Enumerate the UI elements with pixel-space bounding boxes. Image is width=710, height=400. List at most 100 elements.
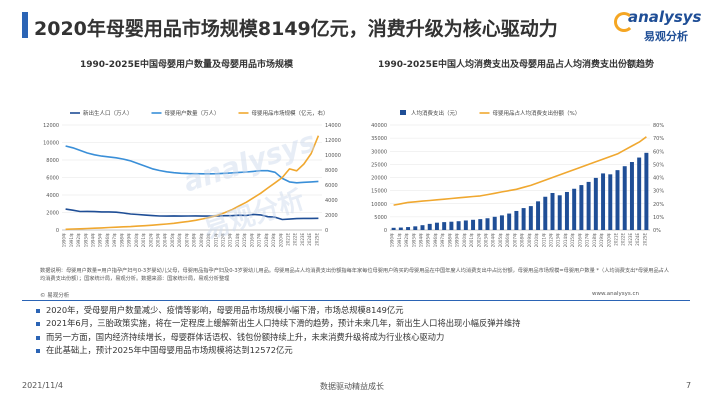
x-tick-label: 2001年 — [140, 233, 146, 247]
bar-34 — [637, 157, 642, 230]
x-tick-label: 1998年 — [118, 233, 124, 247]
x-tick-label: 2006年 — [504, 233, 510, 247]
x-tick-label: 2023E — [628, 233, 633, 246]
y-left-tick-label: 20000 — [371, 176, 387, 182]
x-tick-label: 2020年 — [605, 233, 611, 247]
legend-label: 人均消费支出（元） — [411, 109, 461, 117]
x-tick-label: 2005年 — [497, 233, 503, 247]
bar-2 — [406, 227, 411, 230]
bar-29 — [601, 173, 606, 230]
y-left-tick-label: 5000 — [374, 215, 387, 221]
y-left-tick-label: 10000 — [371, 202, 387, 208]
x-tick-label: 2014年 — [562, 233, 568, 247]
y-right-tick-label: 12000 — [325, 138, 341, 144]
x-tick-label: 2025E — [642, 233, 647, 246]
finding-item: 在此基础上，预计2025年中国母婴用品市场规模将达到12572亿元 — [34, 344, 520, 357]
logo-subtext: 易观分析 — [644, 30, 688, 43]
x-tick-label: 2016年 — [576, 233, 582, 247]
bar-17 — [514, 210, 519, 230]
bar-5 — [427, 223, 432, 230]
y-left-tick-label: 40000 — [371, 123, 387, 129]
x-tick-label: 1995年 — [425, 233, 431, 247]
bar-35 — [644, 152, 649, 230]
title-accent-bar — [22, 12, 28, 38]
legend-label: 母婴用品市场规模（亿元，右） — [252, 109, 329, 117]
legend-swatch — [400, 110, 406, 115]
x-tick-label: 2005年 — [169, 233, 175, 247]
page-title: 2020年母婴用品市场规模8149亿元，消费升级为核心驱动力 — [34, 18, 558, 40]
logo-swirl-icon — [614, 12, 634, 32]
chart-right-title: 1990-2025E中国人均消费支出及母婴用品占人均消费支出份额趋势 — [378, 60, 654, 70]
x-tick-label: 1994年 — [418, 233, 424, 247]
bar-13 — [485, 218, 490, 230]
x-tick-label: 2013年 — [555, 233, 561, 247]
y-left-tick-label: 4000 — [46, 193, 59, 199]
x-tick-label: 1992年 — [403, 233, 409, 247]
bar-12 — [478, 219, 483, 230]
x-tick-label: 1998年 — [446, 233, 452, 247]
bar-7 — [442, 222, 447, 230]
bar-14 — [492, 216, 497, 230]
y-left-tick-label: 30000 — [371, 149, 387, 155]
x-tick-label: 2015年 — [241, 233, 247, 247]
x-tick-label: 1991年 — [68, 233, 74, 247]
x-tick-label: 2022E — [621, 233, 626, 246]
source-label: © 易观分析 — [40, 293, 70, 299]
x-tick-label: 2025E — [314, 233, 319, 246]
x-tick-label: 2012年 — [220, 233, 226, 247]
x-tick-label: 2023E — [300, 233, 305, 246]
x-tick-label: 1990年 — [389, 233, 395, 247]
x-tick-label: 1999年 — [126, 233, 132, 247]
finding-item: 2020年，受母婴用户数量减少、疫情等影响，母婴用品市场规模小幅下滑，市场总规模… — [34, 304, 520, 317]
y-left-tick-label: 0 — [384, 228, 387, 234]
x-tick-label: 1997年 — [439, 233, 445, 247]
source-url: www.analysys.cn — [592, 291, 639, 297]
chart-left-title: 1990-2025E中国母婴用户数量及母婴用品市场规模 — [80, 60, 293, 70]
y-right-tick-label: 10000 — [325, 153, 341, 159]
y-left-tick-label: 0 — [56, 228, 59, 234]
x-tick-label: 2003年 — [483, 233, 489, 247]
x-tick-label: 2012年 — [548, 233, 554, 247]
x-tick-label: 2011年 — [212, 233, 218, 247]
x-tick-label: 1993年 — [410, 233, 416, 247]
x-tick-label: 2004年 — [162, 233, 168, 247]
series-line-1 — [65, 145, 319, 184]
y-right-tick-label: 30% — [653, 189, 664, 195]
y-left-tick-label: 15000 — [371, 189, 387, 195]
x-tick-label: 1999年 — [454, 233, 460, 247]
x-tick-label: 2019年 — [598, 233, 604, 247]
bar-23 — [557, 195, 562, 230]
y-right-tick-label: 0 — [325, 228, 328, 234]
bar-32 — [622, 166, 627, 230]
y-right-tick-label: 4000 — [325, 198, 338, 204]
bar-6 — [434, 222, 439, 230]
x-tick-label: 1996年 — [104, 233, 110, 247]
x-tick-label: 2010年 — [205, 233, 211, 247]
footer-date: 2021/11/4 — [22, 381, 64, 390]
x-tick-label: 2002年 — [147, 233, 153, 247]
bar-33 — [629, 162, 634, 230]
y-right-tick-label: 40% — [653, 176, 664, 182]
x-tick-label: 2024E — [307, 233, 312, 246]
x-tick-label: 2008年 — [519, 233, 525, 247]
x-tick-label: 2003年 — [155, 233, 161, 247]
legend-label: 新出生人口（万人） — [83, 109, 133, 117]
y-right-tick-label: 14000 — [325, 123, 341, 129]
bar-1 — [398, 227, 403, 230]
x-tick-label: 1990年 — [61, 233, 67, 247]
section-divider — [22, 300, 690, 301]
x-tick-label: 2017年 — [256, 233, 262, 247]
x-tick-label: 2009年 — [526, 233, 532, 247]
y-right-tick-label: 8000 — [325, 168, 338, 174]
x-tick-label: 2024E — [635, 233, 640, 246]
series-line-1 — [393, 136, 647, 206]
y-right-tick-label: 10% — [653, 215, 664, 221]
x-tick-label: 2001年 — [468, 233, 474, 247]
series-line-2 — [65, 135, 320, 231]
bar-4 — [420, 225, 425, 230]
bar-28 — [593, 177, 598, 230]
bar-30 — [608, 174, 613, 230]
y-right-tick-label: 2000 — [325, 213, 338, 219]
bar-9 — [456, 221, 461, 230]
y-right-tick-label: 0% — [653, 228, 661, 234]
